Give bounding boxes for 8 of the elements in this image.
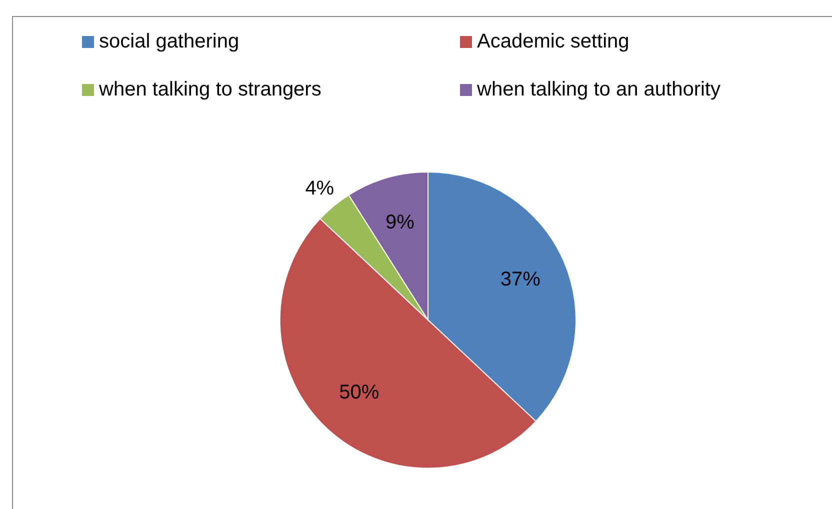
data-label: 4% bbox=[305, 177, 334, 200]
legend-label: Academic setting bbox=[477, 30, 630, 52]
legend-label: social gathering bbox=[99, 30, 240, 52]
legend-label: when talking to an authority bbox=[476, 78, 720, 100]
data-label: 9% bbox=[385, 212, 415, 234]
data-label: 50% bbox=[339, 382, 380, 404]
legend-label: when talking to strangers bbox=[98, 78, 322, 100]
data-label: 37% bbox=[500, 268, 541, 290]
